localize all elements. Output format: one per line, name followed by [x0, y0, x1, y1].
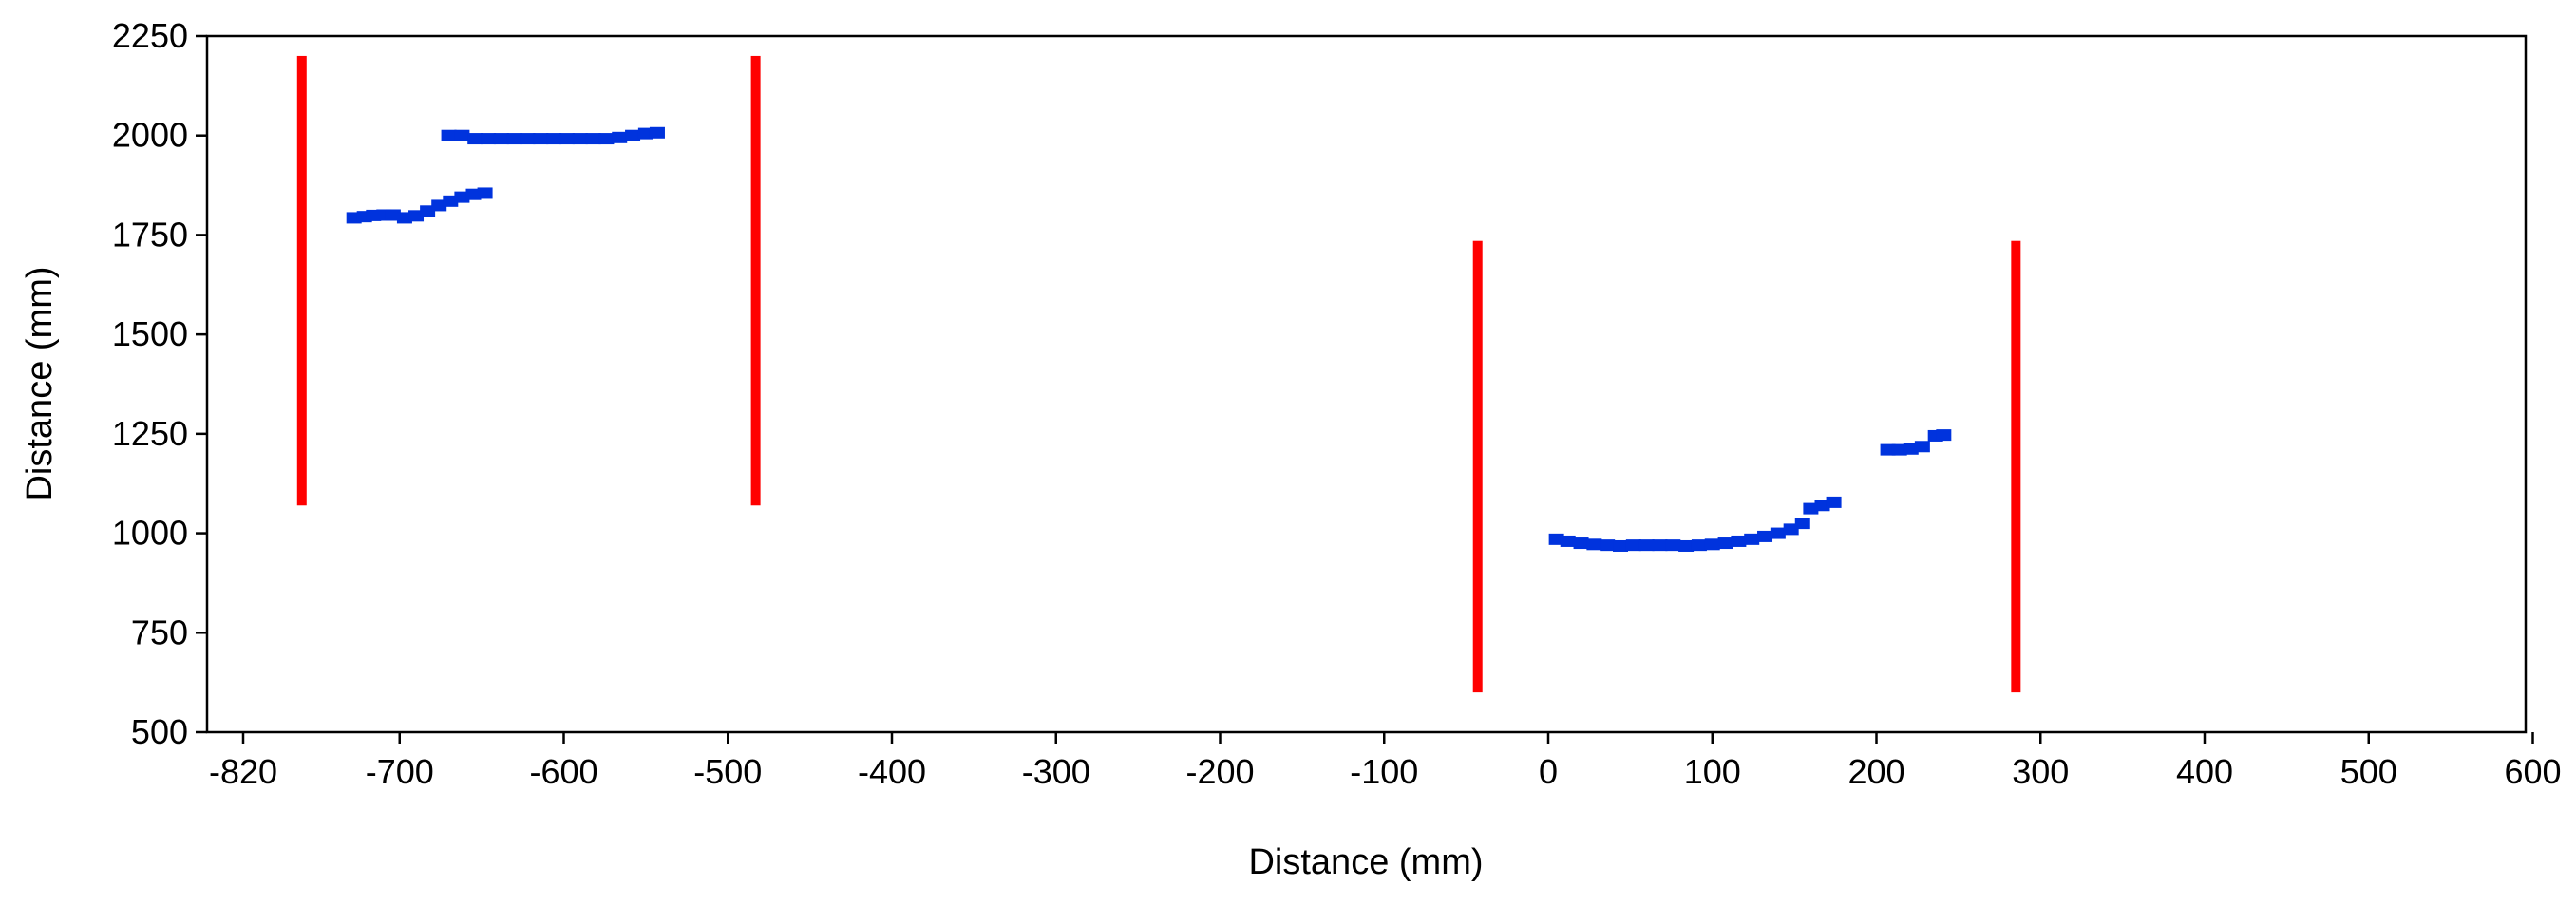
x-tick-label: -700	[366, 752, 434, 791]
data-point	[625, 129, 641, 141]
x-tick-label: -600	[529, 752, 597, 791]
data-point	[1757, 530, 1773, 542]
x-tick-label: -400	[858, 752, 926, 791]
data-point	[572, 133, 588, 145]
y-tick-label: 2000	[112, 116, 188, 155]
y-tick-label: 1500	[112, 314, 188, 353]
data-point	[585, 133, 601, 145]
x-tick-label: 500	[2340, 752, 2397, 791]
data-point	[637, 127, 653, 140]
boundary-line	[750, 55, 761, 506]
data-point	[454, 191, 470, 203]
data-point	[1678, 539, 1695, 552]
data-point	[431, 199, 447, 212]
y-tick-label: 750	[131, 613, 188, 651]
data-point	[612, 131, 628, 143]
data-point	[1880, 443, 1896, 456]
y-tick-label: 1000	[112, 514, 188, 553]
data-point	[1665, 539, 1681, 552]
data-point	[408, 210, 425, 222]
data-point	[1691, 539, 1707, 552]
data-point	[1638, 539, 1655, 552]
data-point	[1560, 535, 1576, 547]
data-point	[598, 133, 615, 145]
data-point	[1770, 527, 1786, 539]
x-tick-label: 600	[2504, 752, 2561, 791]
data-point	[1625, 539, 1641, 552]
boundary-line	[2011, 240, 2021, 693]
data-point	[649, 126, 665, 139]
y-axis: 500 750 1000 1250 1500 1750 2000 2250	[112, 16, 207, 751]
data-point	[520, 133, 536, 145]
data-point	[1803, 502, 1819, 515]
y-tick-label: 2250	[112, 16, 188, 55]
data-point	[1573, 537, 1589, 550]
data-point	[506, 133, 522, 145]
data-point	[1783, 523, 1799, 536]
data-point	[1704, 538, 1720, 551]
data-point	[1903, 443, 1919, 455]
data-point	[420, 205, 436, 217]
data-point	[467, 133, 483, 145]
data-point	[1548, 533, 1564, 545]
x-tick-label: 0	[1539, 752, 1558, 791]
data-point	[465, 188, 482, 200]
data-point	[533, 133, 549, 145]
x-tick-label: 100	[1684, 752, 1741, 791]
data-point	[1744, 533, 1760, 545]
data-point	[1731, 535, 1747, 547]
data-point	[493, 133, 509, 145]
data-point	[546, 133, 562, 145]
data-point	[1613, 539, 1629, 552]
data-point	[396, 212, 412, 224]
x-tick-label: 400	[2176, 752, 2233, 791]
data-point	[1914, 441, 1930, 453]
data-point	[1936, 429, 1952, 442]
data-point	[477, 187, 493, 199]
data-point	[1794, 518, 1810, 530]
boundary-line	[296, 55, 307, 506]
x-tick-label: -820	[209, 752, 277, 791]
x-axis: -820 -700 -600 -500 -400 -300 -200 -100 0 100 200 3…	[209, 732, 2562, 791]
data-point	[441, 129, 457, 141]
x-tick-label: 300	[2012, 752, 2069, 791]
x-tick-label: -100	[1350, 752, 1418, 791]
y-tick-label: 1750	[112, 215, 188, 254]
y-axis-title: Distance (mm)	[20, 266, 60, 500]
data-point	[1600, 539, 1616, 552]
data-point	[481, 133, 497, 145]
data-point	[385, 209, 401, 221]
data-point	[1814, 500, 1830, 512]
data-point	[1717, 537, 1733, 550]
data-point	[1652, 539, 1668, 552]
data-point	[1586, 538, 1602, 551]
data-point	[559, 133, 575, 145]
x-tick-label: -300	[1022, 752, 1090, 791]
x-tick-label: 200	[1847, 752, 1904, 791]
plot-marks	[296, 55, 2021, 693]
plot-area-frame	[205, 34, 2528, 734]
y-tick-label: 500	[131, 712, 188, 751]
y-tick-label: 1250	[112, 414, 188, 453]
x-axis-title: Distance (mm)	[1248, 842, 1483, 882]
x-tick-label: -200	[1185, 752, 1254, 791]
data-point	[443, 195, 459, 207]
x-tick-label: -500	[693, 752, 762, 791]
data-point	[454, 129, 470, 141]
data-point	[1891, 443, 1907, 456]
boundary-line	[1472, 240, 1483, 693]
data-point	[1826, 496, 1842, 508]
